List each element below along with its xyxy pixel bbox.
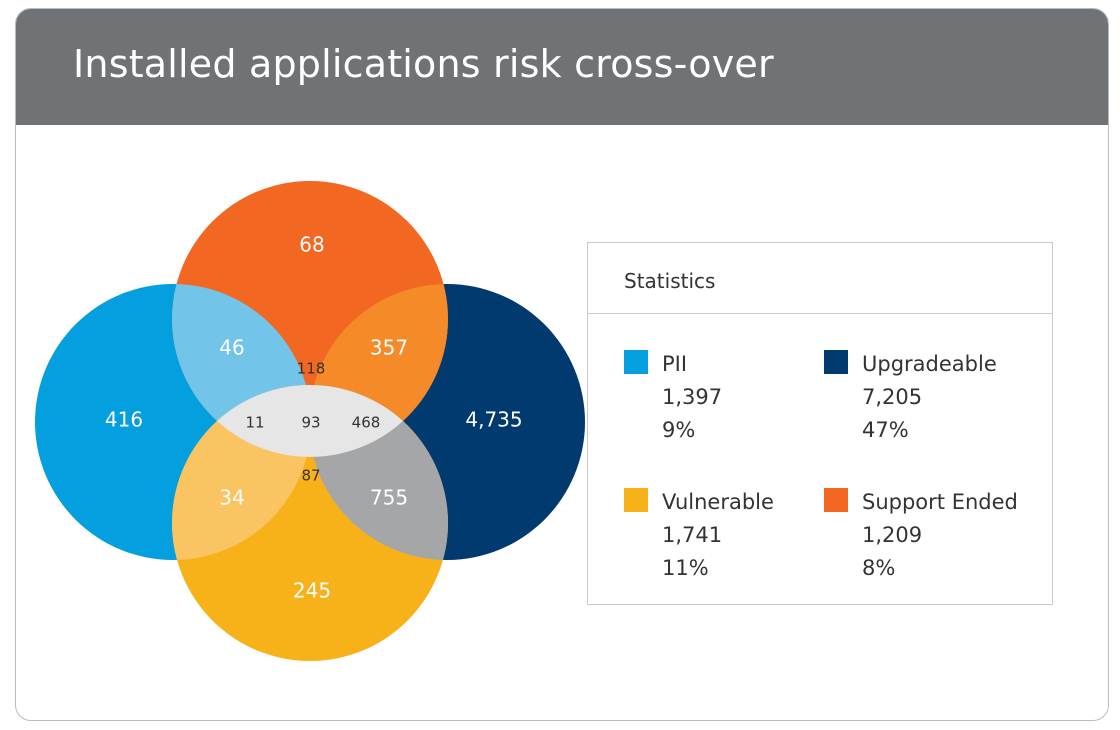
statistics-divider	[588, 313, 1052, 314]
legend-count: 1,209	[862, 523, 923, 547]
statistics-title: Statistics	[624, 269, 716, 293]
legend-label: Support Ended	[862, 490, 1018, 514]
region-pii-vulnerable: 34	[219, 486, 244, 510]
legend-count: 7,205	[862, 385, 923, 409]
region-center: 93	[301, 414, 320, 432]
region-upgradeable-only: 4,735	[465, 408, 522, 432]
region-pii-only: 416	[105, 408, 143, 432]
page-title: Installed applications risk cross-over	[73, 42, 774, 86]
region-support-ended-upgradeable: 357	[370, 336, 408, 360]
legend-percent: 8%	[862, 556, 896, 580]
legend-item-upgradeable: Upgradeable 7,205 47%	[824, 348, 1024, 458]
vulnerable-swatch-icon	[624, 488, 648, 512]
support-ended-swatch-icon	[824, 488, 848, 512]
legend-item-vulnerable: Vulnerable 1,741 11%	[624, 486, 824, 596]
legend-count: 1,741	[662, 523, 723, 547]
card-header: Installed applications risk cross-over	[16, 9, 1108, 125]
region-support-ended-only: 68	[299, 233, 324, 257]
legend-label: Vulnerable	[662, 490, 774, 514]
region-top-center: 118	[297, 360, 326, 378]
legend-count: 1,397	[662, 385, 723, 409]
region-vulnerable-upgradeable: 755	[370, 486, 408, 510]
legend-percent: 47%	[862, 418, 909, 442]
region-bottom-center: 87	[301, 467, 320, 485]
region-right-center: 468	[352, 414, 381, 432]
legend-item-support-ended: Support Ended 1,209 8%	[824, 486, 1024, 596]
legend-label: PII	[662, 352, 688, 376]
region-left-center: 11	[245, 414, 264, 432]
legend-item-pii: PII 1,397 9%	[624, 348, 824, 458]
statistics-panel: Statistics PII 1,397 9% Upgradeable 7,20…	[587, 242, 1053, 605]
region-pii-support-ended: 46	[219, 336, 244, 360]
upgradeable-swatch-icon	[824, 350, 848, 374]
region-vulnerable-only: 245	[293, 579, 331, 603]
legend-label: Upgradeable	[862, 352, 997, 376]
pii-swatch-icon	[624, 350, 648, 374]
legend-percent: 11%	[662, 556, 709, 580]
legend-percent: 9%	[662, 418, 696, 442]
